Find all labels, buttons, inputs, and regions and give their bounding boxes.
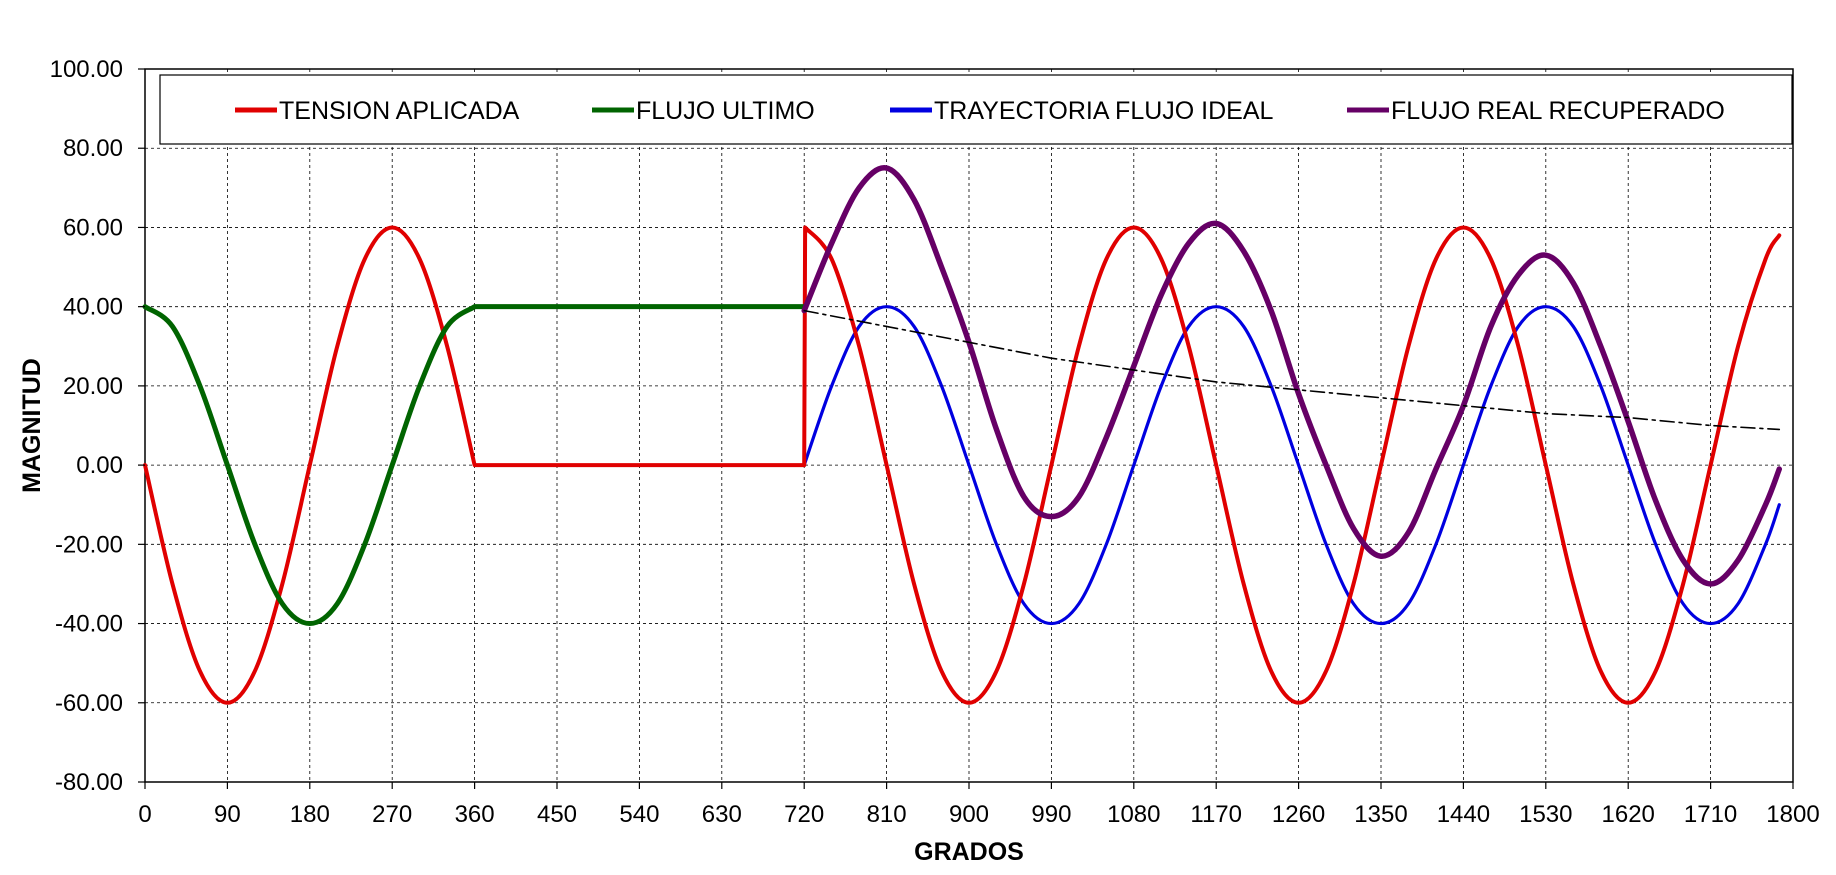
legend-label: TENSION APLICADA xyxy=(279,97,520,125)
x-tick-label: 0 xyxy=(138,801,151,828)
x-tick-label: 540 xyxy=(619,801,659,828)
x-tick-label: 1710 xyxy=(1684,801,1737,828)
x-tick-label: 180 xyxy=(290,801,330,828)
x-tick-label: 1620 xyxy=(1602,801,1655,828)
x-tick-label: 1800 xyxy=(1766,801,1819,828)
x-tick-label: 450 xyxy=(537,801,577,828)
legend-label: FLUJO REAL RECUPERADO xyxy=(1391,97,1725,125)
x-tick-label: 900 xyxy=(949,801,989,828)
x-tick-label: 630 xyxy=(702,801,742,828)
y-tick-label: -60.00 xyxy=(55,690,123,717)
x-tick-label: 360 xyxy=(455,801,495,828)
y-tick-label: -80.00 xyxy=(55,769,123,796)
series-line-3 xyxy=(801,165,1783,587)
grid-lines xyxy=(145,69,1793,782)
y-axis-tick-labels: 100.00 80.00 60.00 40.00 20.00 0.00 -20.00 -40.… xyxy=(50,56,145,796)
y-tick-label: 60.00 xyxy=(63,214,123,241)
x-tick-label: 990 xyxy=(1031,801,1071,828)
x-tick-label: 1440 xyxy=(1437,801,1490,828)
x-tick-label: 1530 xyxy=(1519,801,1572,828)
series-line-4 xyxy=(803,309,1781,431)
y-tick-label: 40.00 xyxy=(63,294,123,321)
y-tick-label: 80.00 xyxy=(63,135,123,162)
legend: TENSION APLICADA FLUJO ULTIMO TRAYECTORIA … xyxy=(159,74,1793,145)
series-line-2 xyxy=(802,305,1781,626)
x-tick-label: 1080 xyxy=(1107,801,1160,828)
y-tick-label: 100.00 xyxy=(50,56,123,83)
x-tick-label: 720 xyxy=(784,801,824,828)
series-layer xyxy=(142,165,1783,705)
y-tick-label: -40.00 xyxy=(55,611,123,638)
y-tick-label: 0.00 xyxy=(76,452,123,479)
x-tick-label: 1260 xyxy=(1272,801,1325,828)
series-line-0 xyxy=(143,225,1782,705)
x-axis-tick-labels: 0 90 180 270 360 450 540 630 720 810 900 990 1080 117… xyxy=(138,782,1820,828)
legend-label: TRAYECTORIA FLUJO IDEAL xyxy=(934,97,1274,125)
x-axis-title: GRADOS xyxy=(914,838,1024,866)
x-tick-label: 1350 xyxy=(1354,801,1407,828)
legend-label: FLUJO ULTIMO xyxy=(636,97,815,125)
y-tick-label: -20.00 xyxy=(55,531,123,558)
x-tick-label: 810 xyxy=(867,801,907,828)
x-tick-label: 1170 xyxy=(1190,801,1242,828)
x-tick-label: 90 xyxy=(214,801,241,828)
y-axis-title: MAGNITUD xyxy=(18,358,46,493)
x-tick-label: 270 xyxy=(372,801,412,828)
series-line-1 xyxy=(142,304,807,627)
legend-box xyxy=(159,74,1793,145)
y-tick-label: 20.00 xyxy=(63,373,123,400)
